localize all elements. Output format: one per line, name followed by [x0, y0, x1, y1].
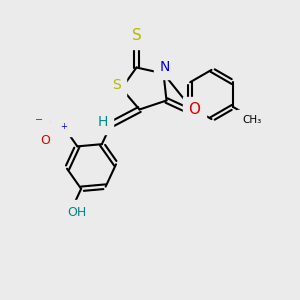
Text: O: O: [40, 117, 50, 130]
Text: S: S: [132, 28, 141, 44]
Text: H: H: [98, 115, 108, 128]
Text: O: O: [40, 134, 50, 146]
Text: +: +: [60, 122, 67, 131]
Text: CH₃: CH₃: [243, 116, 262, 125]
Text: N: N: [160, 60, 170, 74]
Text: −: −: [35, 115, 44, 124]
Text: O: O: [188, 102, 200, 117]
Text: N: N: [53, 125, 63, 138]
Text: S: S: [112, 78, 121, 92]
Text: OH: OH: [67, 206, 86, 219]
